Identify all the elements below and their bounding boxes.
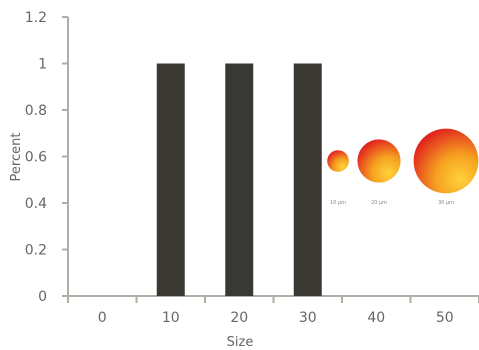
particle-size-label: 10 µm [330,200,346,206]
particle-bubble [357,139,401,183]
bar [225,63,254,296]
particle-size-label: 30 µm [438,200,454,206]
x-tick-label: 30 [299,310,317,326]
bar [293,63,322,296]
y-tick-label: 1 [38,57,47,73]
particle-bubble [327,150,349,172]
y-axis-title: Percent [9,133,24,182]
particle-bubble [413,128,479,194]
x-tick-label: 10 [162,310,180,326]
y-tick-label: 0 [38,289,47,305]
x-tick-label: 0 [98,310,107,326]
x-tick-label: 20 [230,310,248,326]
bar [156,63,185,296]
bubble-legend: 10 µm 20 µm 30 µm [327,128,479,206]
y-tick-label: 1.2 [25,10,47,26]
y-tick-label: 0.4 [25,196,47,212]
y-tick-label: 0.2 [25,243,47,259]
tick-labels: 0 0.2 0.4 0.6 0.8 1 1.2 0 10 20 30 40 50 [25,10,454,326]
particle-size-label: 20 µm [371,200,387,206]
x-tick-label: 50 [436,310,454,326]
y-tick-label: 0.8 [25,103,47,119]
axes [62,16,479,303]
x-axis-title: Size [227,335,254,350]
y-tick-label: 0.6 [25,150,47,166]
x-tick-label: 40 [367,310,385,326]
bars [156,63,322,296]
